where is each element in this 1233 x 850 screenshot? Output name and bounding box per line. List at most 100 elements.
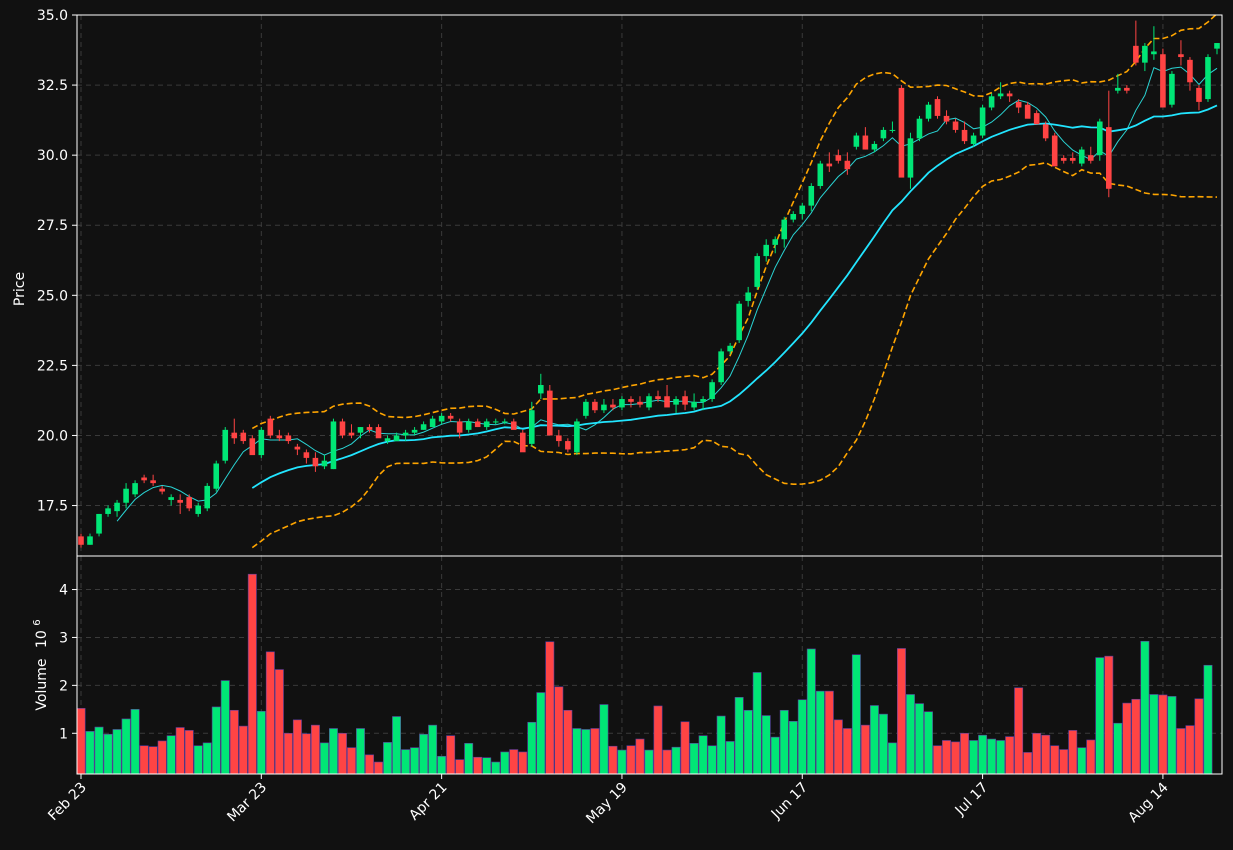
candle-body [1060, 157, 1067, 161]
candle-body [321, 460, 328, 467]
candle-body [709, 382, 715, 400]
volume-bar [139, 745, 149, 775]
x-tick-label: Aug 14 [1125, 779, 1171, 825]
volume-bar [860, 724, 870, 775]
x-tick-label: Apr 21 [406, 780, 450, 824]
volume-bar [1059, 749, 1069, 775]
volume-bar [536, 692, 546, 775]
volume-bar [500, 751, 510, 775]
volume-bar [951, 741, 960, 775]
candle-body [835, 155, 842, 161]
candle-body [114, 502, 120, 512]
candle-body [429, 418, 436, 428]
volume-bar [996, 740, 1006, 775]
volume-bar [220, 680, 230, 775]
candle-body [961, 129, 968, 142]
volume-bar [1086, 739, 1096, 775]
volume-bar [599, 704, 609, 775]
candle-body [826, 163, 833, 167]
volume-bar [527, 721, 537, 775]
candle-body [610, 404, 616, 408]
candle-body [483, 421, 490, 428]
candle-body [1078, 149, 1085, 164]
volume-bar [193, 745, 203, 775]
volume-bar [292, 719, 302, 775]
candle-body [943, 115, 950, 122]
volume-bar [1032, 732, 1042, 775]
volume-bar [1122, 702, 1132, 775]
sma-short-line [116, 66, 1218, 522]
volume-bar [1095, 657, 1105, 775]
candle-body [285, 435, 292, 442]
candle-body [970, 135, 977, 144]
volume-bar [590, 728, 600, 775]
candle-body [348, 432, 355, 436]
volume-bar [374, 761, 383, 775]
volume-panel-frame [76, 555, 1223, 775]
candle-body [1160, 54, 1166, 108]
volume-bar [383, 742, 392, 775]
volume-bar [428, 724, 438, 775]
volume-bar [1158, 694, 1168, 775]
volume-bar [869, 705, 879, 775]
volume-bar [455, 759, 465, 775]
candle-body [997, 93, 1004, 97]
volume-bar [347, 747, 356, 775]
volume-bar [554, 686, 564, 775]
volume-bar [1077, 747, 1087, 775]
bollinger-lower-line [251, 161, 1218, 549]
volume-bar [76, 708, 86, 775]
candle-body [682, 396, 688, 405]
price-tick-label: 20.0 [37, 428, 68, 444]
volume-bar [112, 729, 122, 775]
candle-body [808, 185, 815, 206]
candle-body [123, 488, 129, 503]
candle-body [1133, 45, 1139, 63]
candle-body [583, 401, 589, 416]
candle-body [1142, 45, 1148, 63]
candle-body [132, 483, 138, 495]
candle-body [249, 438, 256, 456]
candle-body [1196, 87, 1202, 102]
candle-body [240, 432, 247, 442]
candle-body [889, 129, 896, 131]
price-axis-label: Price [12, 272, 28, 306]
volume-bar [653, 705, 663, 775]
candle-body [501, 421, 508, 423]
bollinger-upper-line [251, 13, 1218, 430]
candle-body [556, 435, 562, 442]
volume-bar [689, 743, 699, 775]
candle-body [474, 421, 481, 428]
candle-body [510, 421, 517, 430]
candle-body [1042, 124, 1049, 139]
candle-body [213, 463, 220, 489]
candle-body [438, 415, 445, 422]
volume-bar [94, 726, 104, 775]
candle-body [195, 505, 202, 514]
candle-body [1115, 87, 1121, 91]
volume-bar [1068, 730, 1078, 775]
volume-bar [563, 709, 573, 775]
volume-label-exponent: 6 [32, 619, 43, 625]
volume-bar [437, 755, 447, 775]
volume-bar [1023, 752, 1033, 775]
candle-body [1096, 121, 1103, 156]
volume-bar [1176, 728, 1186, 775]
volume-bar [978, 734, 988, 775]
volume-bar [770, 736, 780, 775]
volume-bar [229, 709, 239, 775]
candle-body [330, 421, 337, 470]
x-tick-label: Feb 23 [45, 780, 90, 825]
candle-body [231, 432, 238, 439]
volume-bar [608, 745, 618, 775]
candle-body [159, 488, 165, 492]
volume-bar [896, 648, 906, 775]
volume-bar [121, 718, 131, 775]
candle-body [1087, 155, 1094, 161]
candle-body [538, 385, 544, 394]
volume-bar [166, 735, 176, 775]
volume-bar [779, 709, 789, 775]
volume-bar [572, 728, 582, 775]
candle-body [1187, 59, 1193, 83]
candle-body [727, 345, 733, 352]
